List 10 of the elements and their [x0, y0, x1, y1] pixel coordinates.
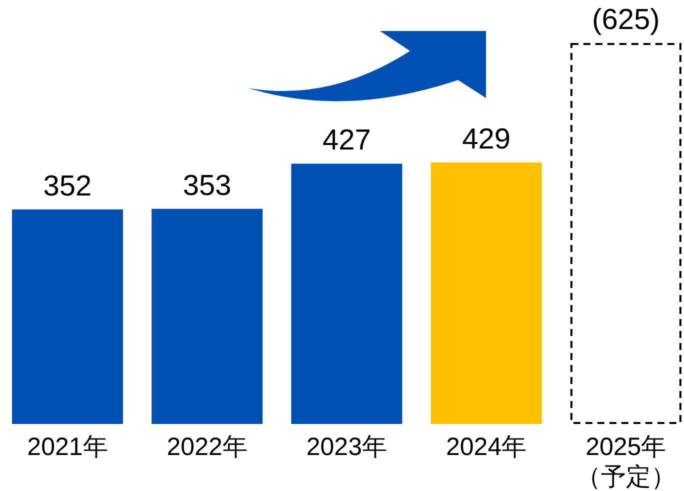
category-label: 2022年 [166, 433, 248, 461]
data-label: 429 [462, 123, 510, 156]
data-label: 427 [322, 124, 371, 157]
category-label: 2021年 [27, 433, 108, 461]
category-label: 2024年 [446, 433, 527, 461]
category-label: 2025年（予定） [576, 433, 676, 491]
data-label: 353 [182, 170, 232, 202]
category-label: 2023年 [306, 433, 388, 461]
data-label: 352 [43, 170, 92, 202]
data-label: (625) [592, 4, 660, 36]
